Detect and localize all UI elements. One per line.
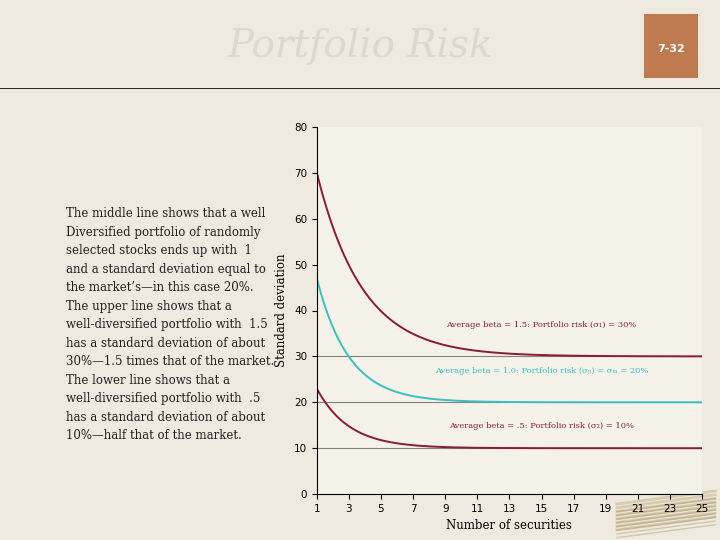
FancyBboxPatch shape [639, 9, 703, 88]
Text: Average beta = 1.0: Portfolio risk (σₚ) = σₘ = 20%: Average beta = 1.0: Portfolio risk (σₚ) … [435, 367, 648, 375]
Text: Average beta = 1.5: Portfolio risk (σ₁) = 30%: Average beta = 1.5: Portfolio risk (σ₁) … [446, 321, 636, 329]
Text: Average beta = .5: Portfolio risk (σ₂) = 10%: Average beta = .5: Portfolio risk (σ₂) =… [449, 422, 634, 430]
Text: The middle line shows that a well
Diversified portfolio of randomly
selected sto: The middle line shows that a well Divers… [66, 207, 274, 442]
Y-axis label: Standard deviation: Standard deviation [275, 254, 289, 367]
Text: Portfolio Risk: Portfolio Risk [228, 28, 492, 65]
Text: 7-32: 7-32 [657, 44, 685, 54]
X-axis label: Number of securities: Number of securities [446, 519, 572, 532]
